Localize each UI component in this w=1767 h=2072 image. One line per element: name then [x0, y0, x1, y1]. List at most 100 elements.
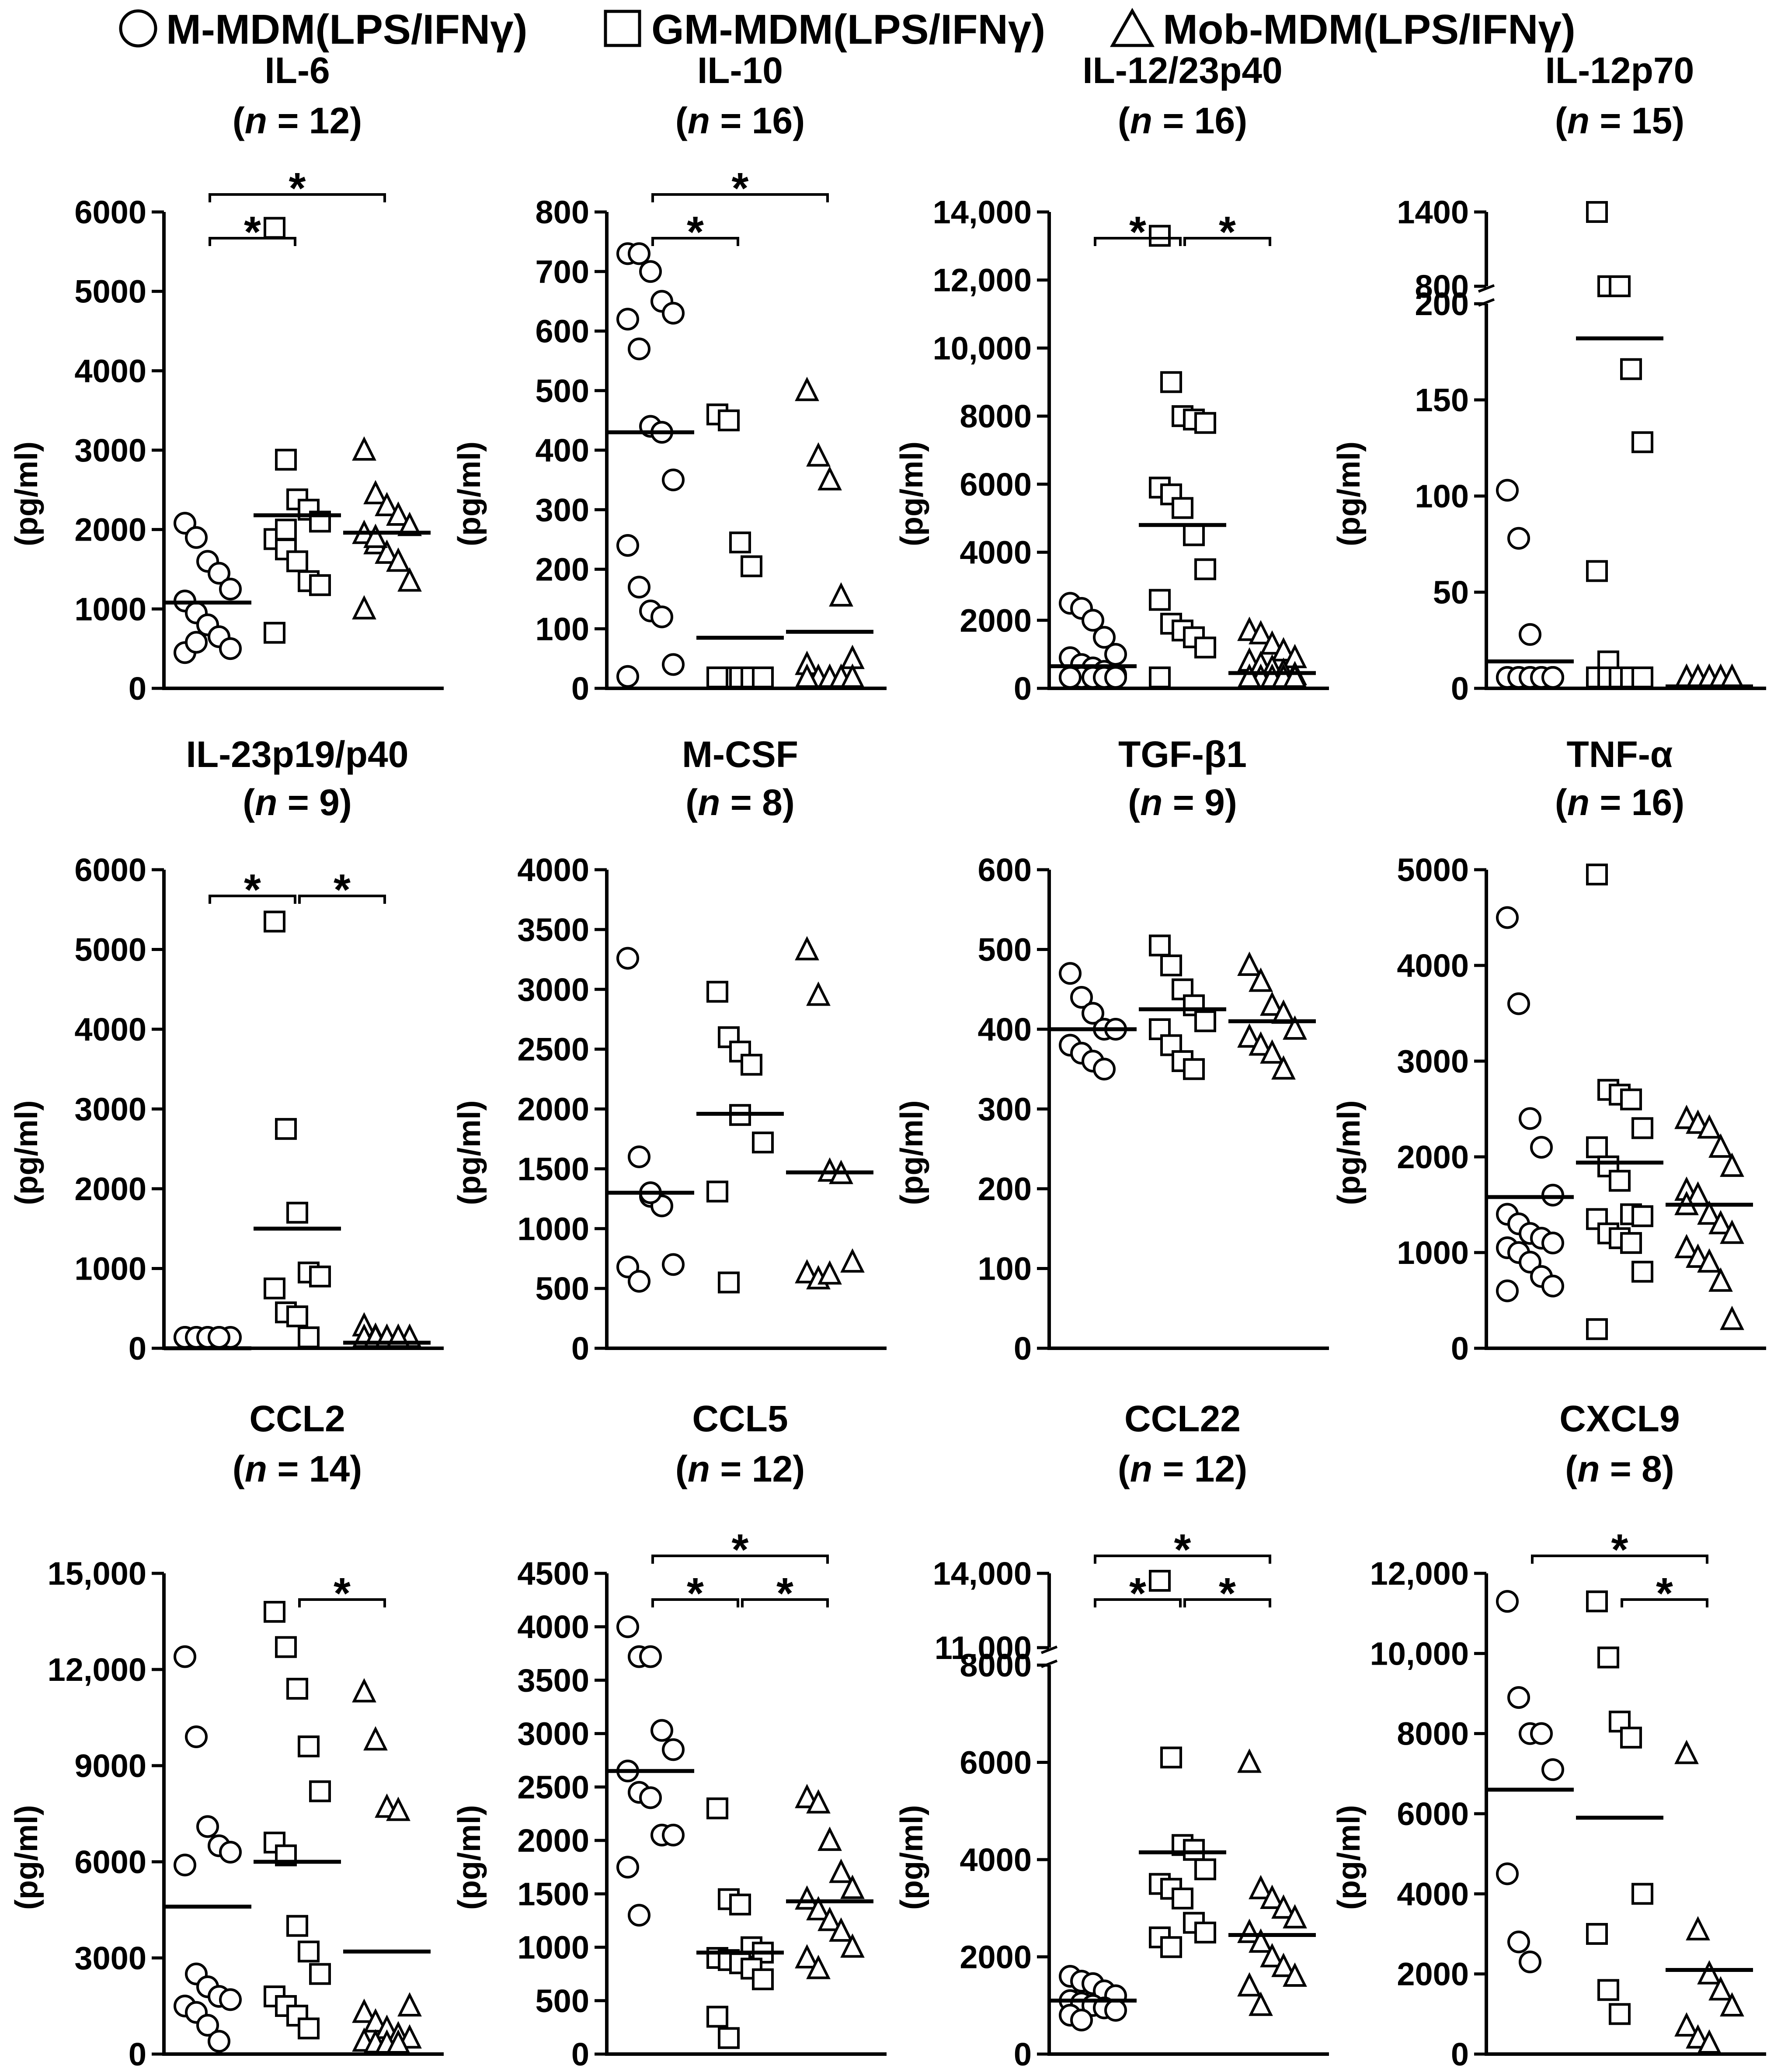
data-point-triangle — [806, 1789, 831, 1814]
data-point-circle — [185, 526, 208, 549]
data-point-circle — [1541, 1758, 1564, 1781]
data-point-circle — [1530, 1136, 1553, 1159]
y-tick-label: 14,000 — [933, 194, 1032, 230]
data-point-square — [1631, 1883, 1653, 1905]
y-tick-label: 400 — [978, 1011, 1032, 1048]
significance-star: * — [1219, 208, 1236, 257]
y-tick-label: 300 — [536, 492, 589, 528]
data-point-triangle — [817, 1826, 842, 1851]
data-point-triangle — [795, 1944, 819, 1968]
legend-label-gm-mdm: GM-MDM(LPS/IFNγ) — [651, 6, 1045, 53]
data-point-circle — [616, 947, 639, 970]
data-point-square — [1160, 954, 1182, 976]
data-point-circle — [1093, 1058, 1116, 1081]
panel-tnf: TNF-α(n = 16)(pg/ml)01000200030004000500… — [1332, 734, 1766, 1367]
y-tick-label: 3500 — [517, 912, 589, 948]
group-mob-mdm-lps-ifn — [1228, 616, 1316, 688]
data-point-square — [1609, 275, 1631, 297]
significance-star: * — [732, 1525, 749, 1574]
group-gm-mdm-lps-ifn — [254, 217, 341, 644]
data-point-triangle — [840, 1248, 865, 1273]
data-point-triangle — [352, 436, 376, 461]
data-point-square — [1194, 1858, 1216, 1881]
panel-n-symbol: n — [1130, 100, 1152, 141]
group-mob-mdm-lps-ifn — [343, 1678, 431, 2054]
group-m-mdm-lps-ifn — [607, 1615, 694, 1927]
data-point-square — [1172, 497, 1193, 519]
data-point-circle — [1541, 1274, 1564, 1298]
data-point-circle — [174, 1853, 196, 1877]
data-point-circle — [616, 308, 639, 331]
significance-star: * — [1611, 1525, 1628, 1574]
y-tick-label: 2000 — [960, 602, 1032, 639]
group-m-mdm-lps-ifn — [607, 947, 694, 1293]
data-point-square — [1631, 666, 1653, 688]
y-axis-label: (pg/ml) — [452, 1100, 487, 1205]
data-point-square — [1149, 934, 1171, 957]
data-point-circle — [616, 1615, 639, 1638]
data-point-circle — [1541, 1232, 1564, 1255]
significance-bracket — [298, 895, 386, 904]
data-point-square — [752, 666, 774, 688]
y-tick-label: 3000 — [517, 1716, 589, 1752]
y-tick-label: 2500 — [517, 1769, 589, 1805]
legend-triangle-marker — [1110, 7, 1155, 47]
data-point-square — [1586, 863, 1608, 885]
y-tick-label: 0 — [1451, 1330, 1469, 1367]
y-tick-label: 4000 — [1397, 1876, 1469, 1912]
panel-n-symbol: n — [245, 1448, 267, 1489]
y-tick-label: 500 — [536, 1270, 589, 1307]
data-point-square — [275, 1118, 297, 1140]
data-point-triangle — [1720, 1992, 1744, 2016]
panel-n-value: = 8) — [720, 782, 794, 823]
data-point-square — [298, 2017, 320, 2040]
data-point-square — [1609, 1170, 1631, 1192]
panel-n-symbol: n — [1140, 782, 1162, 823]
group-gm-mdm-lps-ifn — [1139, 934, 1226, 1080]
panel-n: (n = 9) — [243, 782, 352, 823]
panel-title: M-CSF — [682, 734, 798, 775]
y-tick-label: 1000 — [1397, 1235, 1469, 1271]
panel-ccl5: CCL5(n = 12)(pg/ml)050010001500200025003… — [452, 1398, 887, 2072]
data-point-triangle — [1720, 1152, 1744, 1177]
panel-n-paren-open: ( — [233, 100, 245, 141]
significance-bracket — [209, 193, 386, 202]
panel-il-10: IL-10(n = 16)(pg/ml)01002003004005006007… — [452, 50, 887, 707]
data-point-circle — [1082, 609, 1104, 632]
group-m-mdm-lps-ifn — [164, 512, 251, 664]
y-tick-label: 0 — [129, 1330, 146, 1367]
y-axis-label: (pg/ml) — [452, 1805, 487, 1910]
data-point-square — [706, 666, 728, 688]
data-point-square — [1631, 1117, 1653, 1139]
y-tick-label: 1000 — [74, 591, 146, 627]
y-tick-label: 6000 — [1397, 1796, 1469, 1832]
data-point-triangle — [1720, 1219, 1744, 1244]
panel-n-value: = 14) — [267, 1448, 362, 1489]
y-tick-label: 0 — [1451, 2036, 1469, 2072]
significance-bracket — [651, 1555, 829, 1564]
panel-il-6: IL-6 (n = 12) (pg/ml) 0 1000 2000 3000 4000 5000… — [9, 50, 444, 707]
group-m-mdm-lps-ifn — [1486, 1590, 1574, 1974]
data-point-circle — [1104, 666, 1127, 689]
panel-n-paren-open: ( — [685, 782, 698, 823]
y-tick-label: 10,000 — [1370, 1635, 1469, 1672]
data-point-square — [275, 518, 297, 541]
panel-n: (n = 8) — [685, 782, 795, 823]
panel-il-12-23p40: IL-12/23p40 (n = 16) (pg/ml) 0 2000 4000 6000 8… — [894, 50, 1329, 707]
significance-bracket — [651, 237, 739, 246]
data-point-circle — [1093, 626, 1116, 649]
data-point-square — [1183, 524, 1205, 546]
panel-title: TNF-α — [1567, 734, 1673, 775]
data-point-triangle — [1697, 1248, 1722, 1273]
data-point-circle — [639, 1645, 662, 1668]
y-tick-label: 8000 — [960, 1647, 1032, 1683]
data-point-triangle — [352, 595, 376, 620]
panel-cxcl9: CXCL9 (n = 8) (pg/ml) 0 2000 4000 6000 8000 10,0… — [1332, 1398, 1766, 2072]
data-point-triangle — [375, 539, 399, 564]
data-point-circle — [1496, 1590, 1519, 1613]
group-mob-mdm-lps-ifn — [343, 1312, 431, 1348]
data-point-square — [264, 217, 285, 239]
panel-n-value: = 8) — [1600, 1448, 1674, 1489]
group-gm-mdm-lps-ifn — [1139, 1570, 1226, 1958]
y-tick-label: 15,000 — [48, 1555, 146, 1592]
